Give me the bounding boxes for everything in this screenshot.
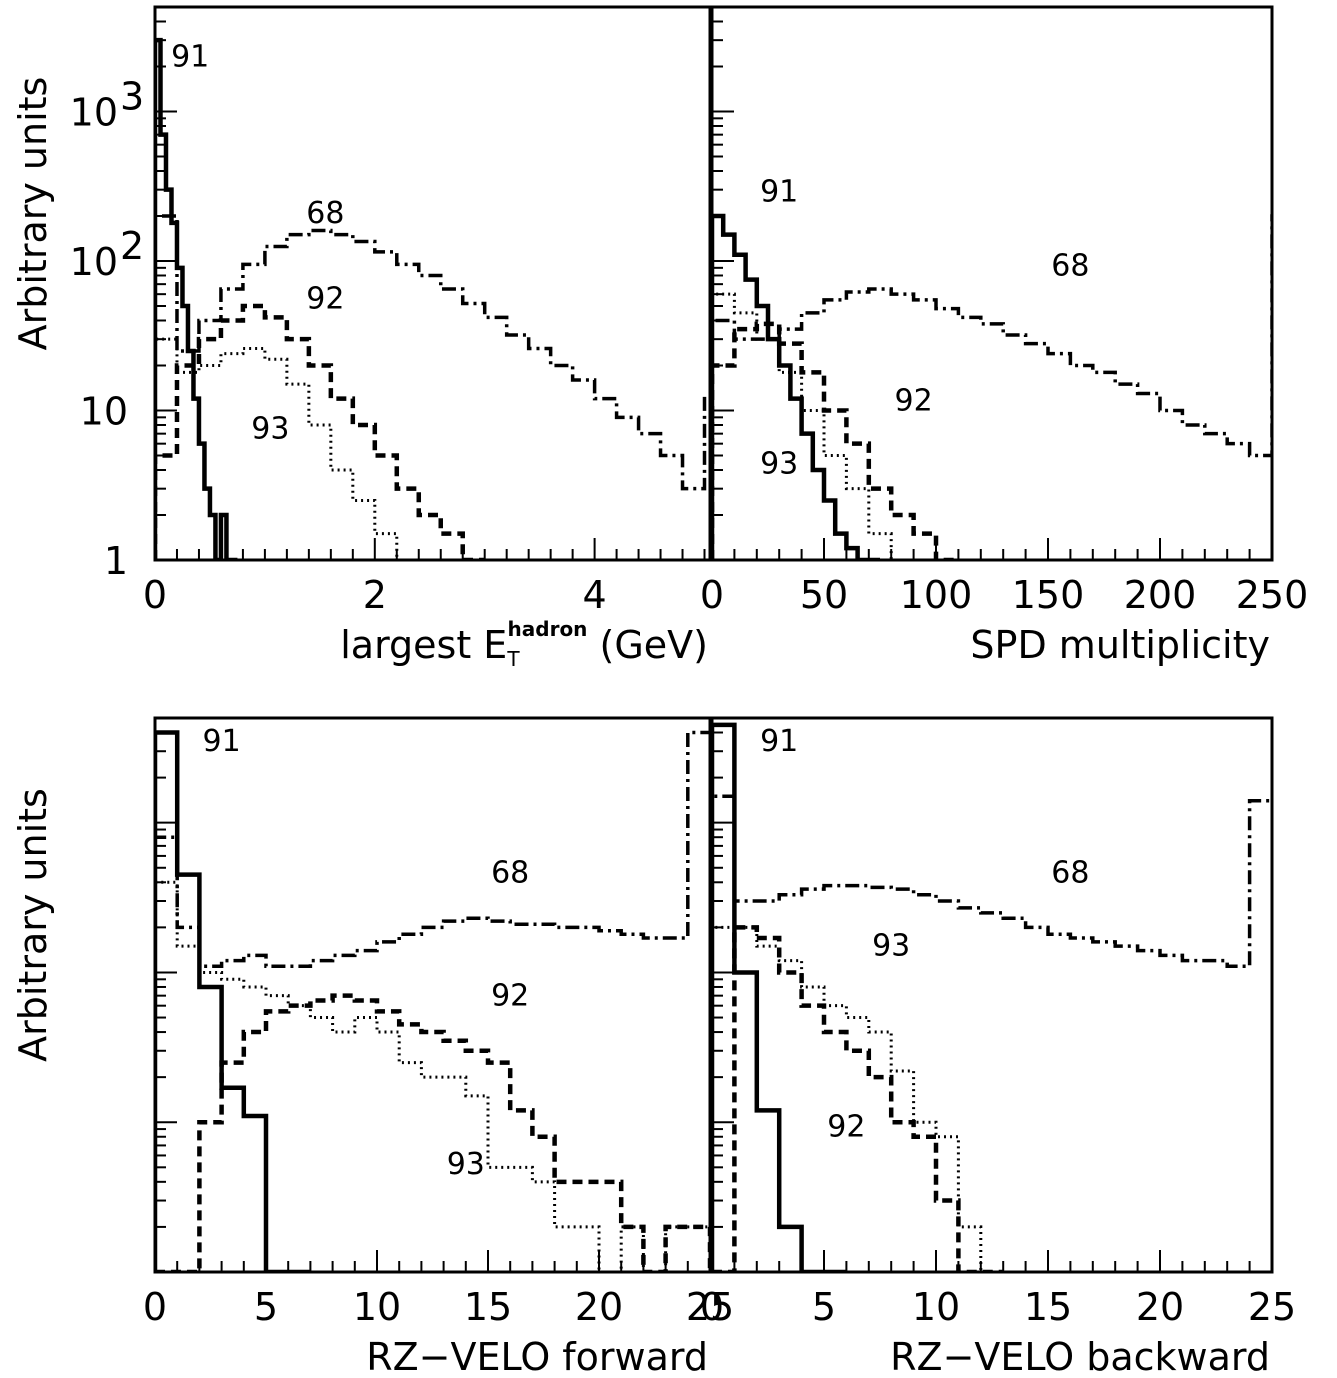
series-line-91: [155, 730, 311, 1272]
plot-frame: [153, 716, 712, 1274]
series-annotation-93: 93: [251, 411, 289, 446]
y-axis-title: Arbitrary units: [11, 788, 55, 1062]
series-line-91: [712, 213, 880, 560]
x-tick-label: 5: [812, 1285, 836, 1329]
series-annotation-68: 68: [491, 855, 529, 890]
x-tick-label: 20: [1136, 1285, 1184, 1329]
x-axis-title: RZ−VELO backward: [890, 1335, 1270, 1378]
series-annotation-91: 91: [203, 724, 241, 759]
series-line-68: [712, 794, 1272, 1272]
x-tick-label: 15: [464, 1285, 512, 1329]
x-tick-label: 250: [1236, 573, 1309, 617]
x-axis-title: SPD multiplicity: [970, 623, 1270, 667]
series-annotation-91: 91: [760, 175, 798, 210]
x-tick-label: 0: [143, 1285, 167, 1329]
series-line-93: [155, 880, 710, 1272]
x-tick-label: 0: [700, 573, 724, 617]
x-axis-title-unit: (GeV): [587, 623, 708, 667]
x-axis-title-superscript: hadron: [508, 617, 588, 641]
series-line-91: [155, 37, 238, 560]
chart-panel-bottom-left: 0 5 10 15 20 25 Arbitrary units RZ−VELO forward…: [11, 716, 734, 1378]
x-tick-label: 10: [912, 1285, 960, 1329]
y-tick-label: 10: [70, 240, 118, 284]
chart-panel-top-right: 0 50 100 150 200 250 SPD multiplicity 91 68 92 93: [700, 5, 1309, 667]
series-annotation-92: 92: [306, 282, 344, 317]
series-annotation-93: 93: [760, 446, 798, 481]
series-group: [712, 722, 1272, 1272]
y-tick-label: 10: [70, 90, 118, 134]
x-tick-label: 4: [583, 573, 607, 617]
series-annotation-93: 93: [872, 928, 910, 963]
x-tick-label: 100: [900, 573, 973, 617]
plot-frame: [153, 5, 712, 562]
series-annotation-92: 92: [895, 383, 933, 418]
series-annotation-68: 68: [306, 196, 344, 231]
x-tick-label: 2: [363, 573, 387, 617]
series-line-92: [712, 321, 959, 560]
series-line-68: [712, 214, 1272, 560]
x-tick-label: 10: [353, 1285, 401, 1329]
x-axis-title: largest EThadron (GeV): [340, 617, 708, 671]
x-tick-label: 25: [686, 1285, 734, 1329]
series-line-68: [155, 214, 710, 560]
y-axis-title: Arbitrary units: [11, 77, 55, 351]
y-tick-label: 10: [80, 389, 128, 433]
x-tick-label: 5: [254, 1285, 278, 1329]
x-tick-label: 150: [1012, 573, 1085, 617]
series-line-93: [155, 337, 419, 560]
x-tick-label: 50: [800, 573, 848, 617]
chart-panel-bottom-right: 0 5 10 15 20 25 RZ−VELO backward 91 68 93 92: [700, 716, 1296, 1378]
series-annotation-92: 92: [491, 979, 529, 1014]
series-line-68: [155, 730, 710, 1272]
x-tick-label: 20: [575, 1285, 623, 1329]
series-line-91: [712, 722, 847, 1272]
series-line-92: [155, 993, 710, 1272]
series-annotation-91: 91: [171, 39, 209, 74]
x-tick-label: 15: [1024, 1285, 1072, 1329]
x-axis-title: RZ−VELO forward: [366, 1335, 708, 1378]
series-group: [712, 213, 1272, 560]
series-group: [155, 730, 710, 1272]
series-annotation-91: 91: [760, 724, 798, 759]
series-annotation-68: 68: [1051, 855, 1089, 890]
series-line-93: [712, 292, 914, 560]
series-annotation-68: 68: [1051, 248, 1089, 283]
x-tick-label: 200: [1124, 573, 1197, 617]
x-tick-label: 0: [143, 573, 167, 617]
y-tick-label-exponent: 3: [120, 74, 144, 118]
plot-frame: [710, 716, 1274, 1274]
x-axis-title-subscript: T: [506, 647, 520, 671]
y-tick-label-exponent: 2: [120, 224, 144, 268]
y-tick-label: 1: [104, 539, 128, 583]
series-line-92: [155, 303, 485, 560]
x-tick-label: 0: [700, 1285, 724, 1329]
series-annotation-92: 92: [827, 1110, 865, 1145]
series-line-92: [712, 925, 1004, 1272]
series-annotation-93: 93: [447, 1147, 485, 1182]
x-tick-label: 25: [1248, 1285, 1296, 1329]
series-group: [155, 37, 710, 560]
x-axis-title-main: largest E: [340, 623, 507, 667]
